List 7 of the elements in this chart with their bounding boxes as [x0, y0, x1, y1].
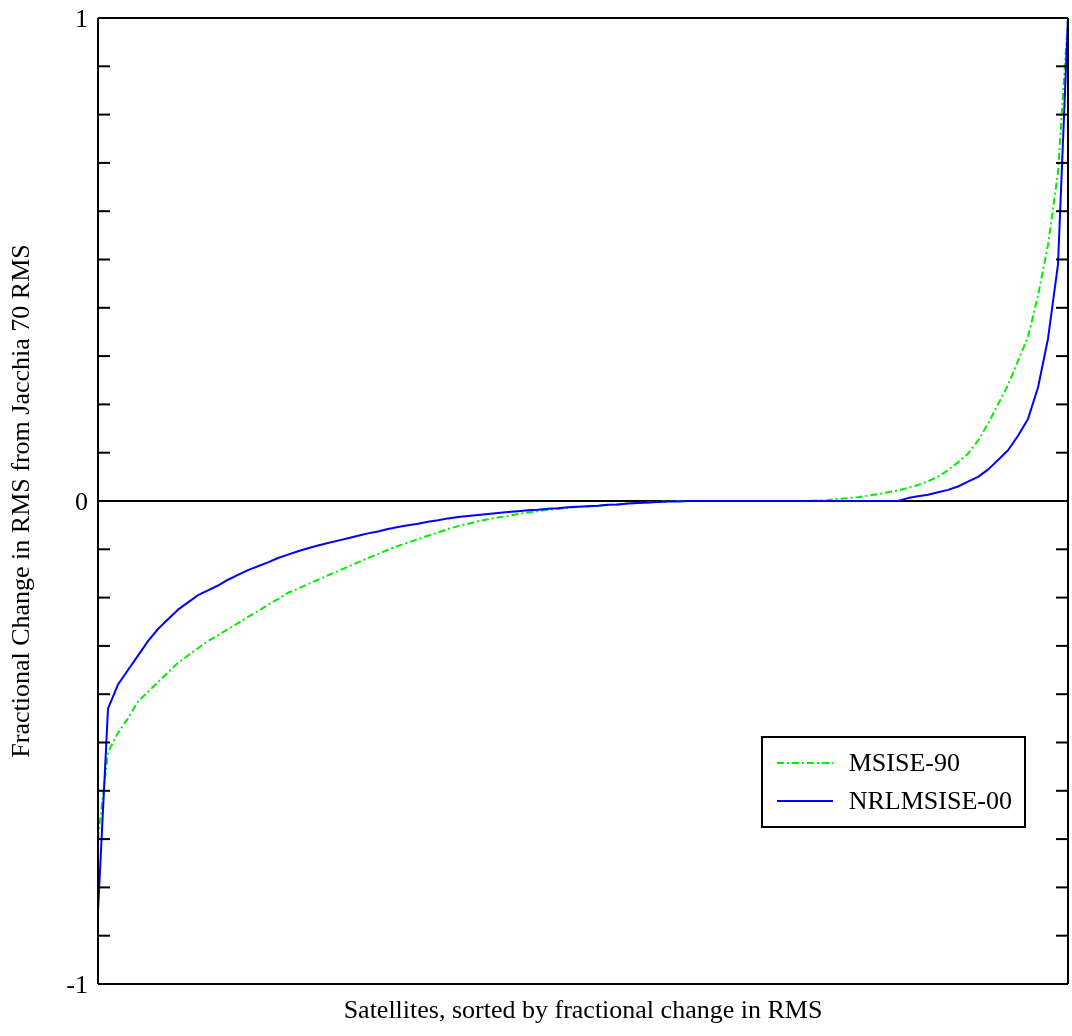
y-tick-label: 0 — [75, 487, 88, 517]
legend-label: NRLMSISE-00 — [848, 786, 1012, 816]
y-tick-label: -1 — [66, 970, 88, 1000]
y-axis-title: Fractional Change in RMS from Jacchia 70 RMS — [6, 244, 36, 758]
x-axis-title: Satellites, sorted by fractional change in RMS — [343, 995, 823, 1024]
legend-label: MSISE-90 — [848, 748, 960, 778]
y-tick-label: 1 — [75, 4, 88, 34]
